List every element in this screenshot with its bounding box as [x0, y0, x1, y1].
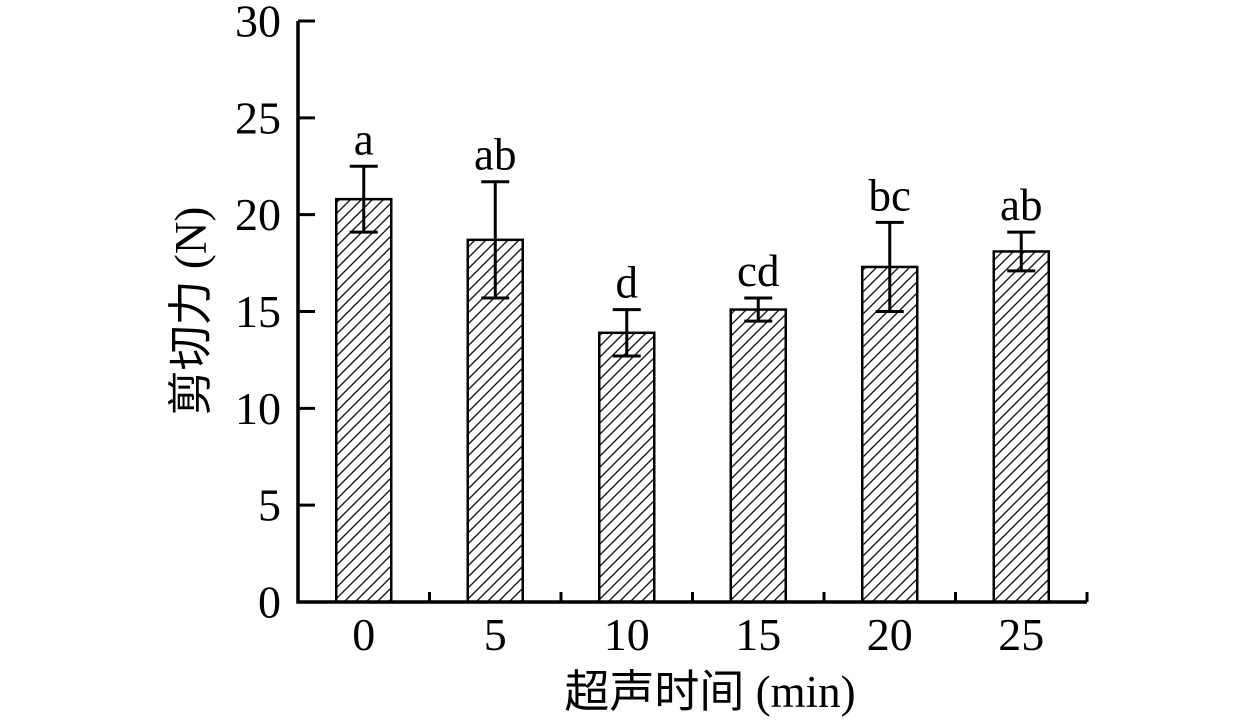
axes-group [296, 19, 1089, 604]
significance-label: ab [474, 130, 516, 180]
significance-label: bc [869, 170, 911, 220]
significance-label: d [616, 258, 639, 308]
bar [861, 265, 919, 604]
x-tick-label: 15 [735, 609, 781, 660]
x-tick-label: 5 [484, 609, 507, 660]
y-axis-title: 剪切力 (N) [166, 207, 216, 416]
x-tick-label: 20 [867, 609, 913, 660]
error-bar [875, 220, 904, 313]
significance-labels-group: a ab d cd bc ab [354, 114, 1043, 307]
error-bar [1007, 230, 1036, 273]
error-bar [481, 180, 510, 300]
y-tick-label: 15 [235, 286, 281, 337]
bar [598, 331, 656, 604]
significance-label: a [354, 114, 374, 164]
y-tick-label: 20 [235, 189, 281, 240]
bars-group [335, 197, 1050, 604]
x-tick-label: 25 [998, 609, 1044, 660]
axis-lines [296, 21, 1087, 604]
y-tick-label: 0 [258, 577, 281, 628]
tick-labels-group: 0 5 10 15 20 25 30 0 5 10 15 20 25 [235, 0, 1044, 660]
significance-label: cd [737, 246, 779, 296]
error-bar [744, 296, 773, 323]
error-bar [349, 164, 378, 234]
bar [729, 308, 787, 604]
bar [466, 238, 524, 604]
y-tick-label: 5 [258, 480, 281, 531]
y-tick-label: 30 [235, 0, 281, 47]
y-tick-label: 25 [235, 92, 281, 143]
y-tick-label: 10 [235, 383, 281, 434]
x-tick-label: 0 [352, 609, 375, 660]
x-tick-label: 10 [604, 609, 650, 660]
error-bar [612, 308, 641, 358]
bar [335, 197, 393, 604]
error-bars-group [349, 164, 1036, 358]
x-axis-title: 超声时间 (min) [564, 667, 855, 717]
bar [992, 250, 1050, 604]
significance-label: ab [1000, 180, 1042, 230]
